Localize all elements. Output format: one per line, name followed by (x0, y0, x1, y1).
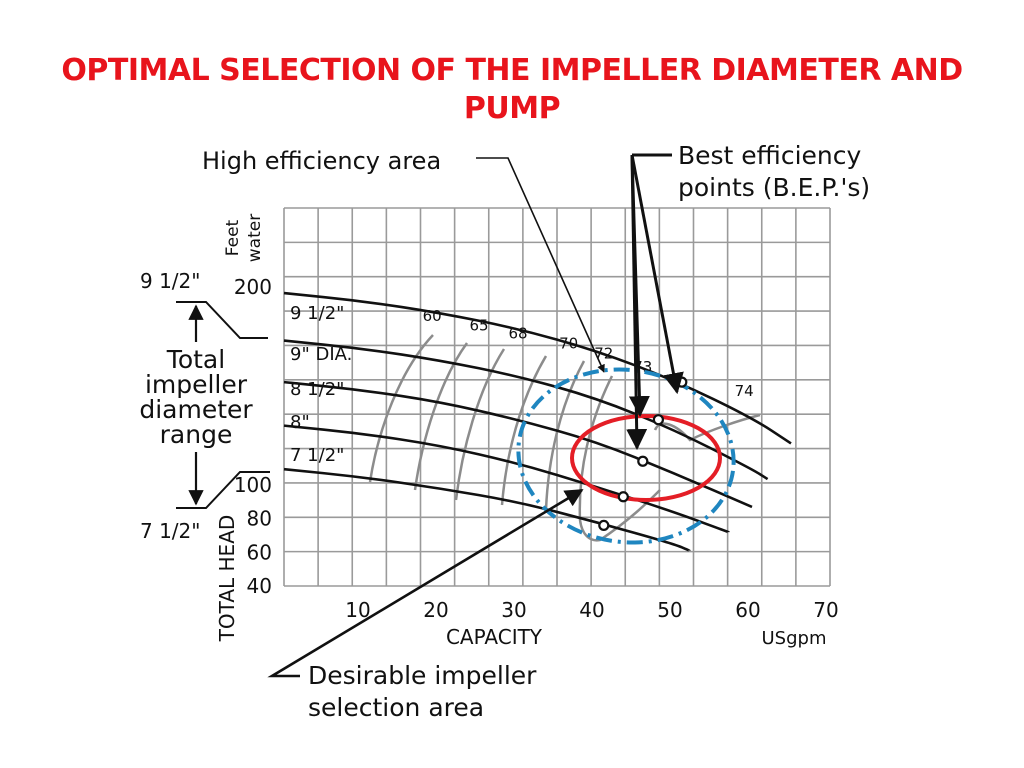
bep-arrow-1 (630, 154, 684, 395)
y-axis-unit-line-2: water (245, 214, 265, 262)
range-label-line-3: diameter (139, 395, 253, 424)
curve-labels: 9 1/2" 9" DIA. 8 1/2" 8" 7 1/2" (290, 303, 352, 466)
head-curve-label-5: 7 1/2" (290, 445, 344, 466)
y-axis-unit-line-1: Feet (223, 219, 243, 256)
head-curve-label-1: 9 1/2" (290, 303, 344, 324)
bep-point-1 (676, 376, 688, 388)
x-tick-label: 50 (657, 598, 682, 622)
y-tick-label: 80 (247, 507, 272, 531)
bep-label-line-2: points (B.E.P.'s) (678, 173, 870, 202)
chart-title: OPTIMAL SELECTION OF THE IMPELLER DIAMET… (0, 52, 1024, 128)
range-top-bracket (176, 301, 268, 339)
x-tick-label: 40 (579, 598, 604, 622)
y-axis-label: TOTAL HEAD (215, 515, 239, 643)
x-axis-label: CAPACITY (446, 625, 543, 649)
desirable-area-label-line-1: Desirable impeller (308, 661, 537, 690)
bep-label-line-1: Best efficiency (678, 141, 862, 170)
x-axis-unit: USgpm (762, 628, 827, 649)
head-curve-3 (283, 380, 753, 509)
x-tick-labels: 10 20 30 40 50 60 70 (345, 598, 838, 622)
head-curve-label-4: 8" (290, 412, 310, 433)
head-curve-label-3: 8 1/2" (290, 379, 344, 400)
range-bottom-label: 7 1/2" (140, 519, 200, 543)
y-tick-label: 60 (247, 540, 272, 564)
x-tick-label: 30 (501, 598, 526, 622)
chart-grid (283, 207, 831, 587)
range-label-line-1: Total (166, 345, 225, 374)
efficiency-curve-60 (368, 334, 434, 483)
bep-arrow-3 (626, 154, 648, 451)
high-efficiency-area-label: High efficiency area (202, 147, 441, 175)
x-tick-label: 70 (813, 598, 838, 622)
bep-point-4 (617, 491, 629, 503)
chart-title-line-1: OPTIMAL SELECTION OF THE IMPELLER DIAMET… (61, 53, 963, 88)
efficiency-label-74: 74 (735, 382, 754, 400)
head-curves (283, 291, 792, 552)
head-curve-5 (283, 467, 691, 552)
bep-point-3 (637, 455, 649, 467)
efficiency-curve-70 (500, 355, 548, 506)
head-curve-2 (283, 339, 769, 481)
efficiency-curve-65 (413, 342, 469, 491)
range-top-label: 9 1/2" (140, 269, 200, 293)
range-bottom-bracket (176, 471, 270, 509)
efficiency-label-60: 60 (423, 307, 442, 325)
bep-point-2 (652, 414, 665, 426)
x-tick-label: 20 (423, 598, 448, 622)
bep-point-5 (598, 519, 610, 532)
y-tick-label: 100 (234, 473, 272, 497)
y-tick-labels: 40 60 80 100 200 (234, 275, 272, 598)
head-curve-label-2: 9" DIA. (290, 344, 352, 365)
efficiency-curves (368, 334, 761, 542)
desirable-area-label-line-2: selection area (308, 693, 484, 722)
head-curve-4 (283, 424, 730, 534)
y-tick-label: 40 (247, 574, 272, 598)
head-curve-1 (283, 291, 792, 445)
range-label-line-2: impeller (145, 370, 248, 399)
efficiency-curve-68 (454, 348, 506, 501)
high-efficiency-area-leader (476, 157, 605, 373)
desirable-area-leader (267, 488, 584, 678)
y-tick-label: 200 (234, 275, 272, 299)
x-tick-label: 60 (735, 598, 760, 622)
chart-title-line-2: PUMP (463, 91, 561, 126)
efficiency-curve-74 (653, 413, 761, 442)
range-label-line-4: range (160, 420, 233, 449)
